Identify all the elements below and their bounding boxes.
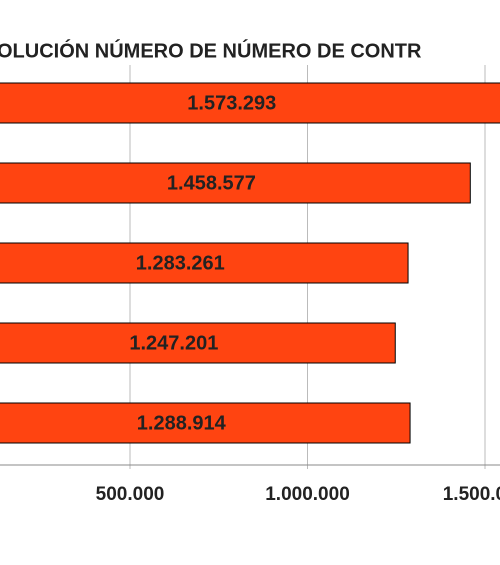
- bar-value-label: 1.283.261: [136, 252, 225, 274]
- bar-value-label: 1.573.293: [187, 92, 276, 114]
- bar: [0, 322, 396, 364]
- bar: [0, 162, 471, 204]
- bar: [0, 82, 500, 124]
- bar-value-label: 1.458.577: [167, 172, 256, 194]
- bar-value-label: 1.247.201: [129, 332, 218, 354]
- bar: [0, 402, 411, 444]
- chart-title: OLUCIÓN NÚMERO DE NÚMERO DE CONTR: [0, 38, 422, 62]
- bar-value-label: 1.288.914: [137, 412, 227, 434]
- x-tick-label: 500.000: [96, 484, 165, 505]
- bar: [0, 242, 409, 284]
- x-tick-label: 1.500.000: [443, 484, 500, 505]
- x-tick-label: 1.000.000: [265, 484, 350, 505]
